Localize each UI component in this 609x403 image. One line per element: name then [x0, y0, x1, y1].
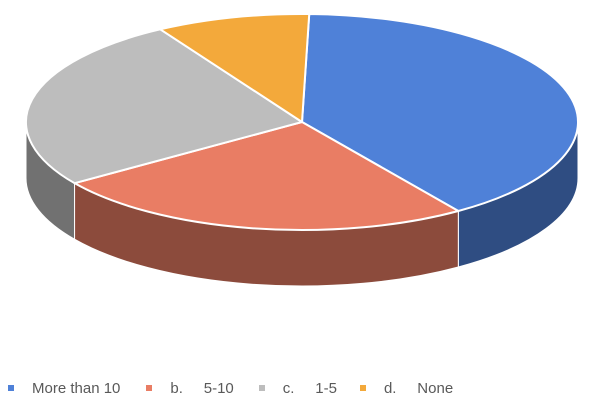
legend-label: d. None: [383, 379, 454, 397]
legend-swatch: [258, 385, 265, 391]
pie-slice-c-1-5: [25, 28, 303, 185]
legend-label: More than 10: [32, 379, 121, 397]
legend-item-b-5-10: b. 5-10: [146, 379, 234, 397]
legend-label: c. 1-5: [282, 379, 337, 397]
pie-slice-more-than-10: [301, 13, 579, 213]
pie-slice-d-none: [159, 13, 311, 123]
legend-swatch: [146, 385, 153, 391]
legend-item-more-than-10: More than 10: [8, 380, 120, 397]
legend-item-c-1-5: c. 1-5: [258, 379, 337, 397]
legend-item-d-none: d. None: [359, 379, 454, 397]
legend: More than 10 b. 5-10 c. 1-5 d. None: [0, 376, 609, 400]
pie-chart: [25, 13, 579, 287]
legend-label: b. 5-10: [170, 379, 234, 397]
pie-slice-b-5-10: [73, 121, 460, 231]
legend-swatch: [8, 385, 14, 391]
legend-swatch: [359, 385, 366, 391]
